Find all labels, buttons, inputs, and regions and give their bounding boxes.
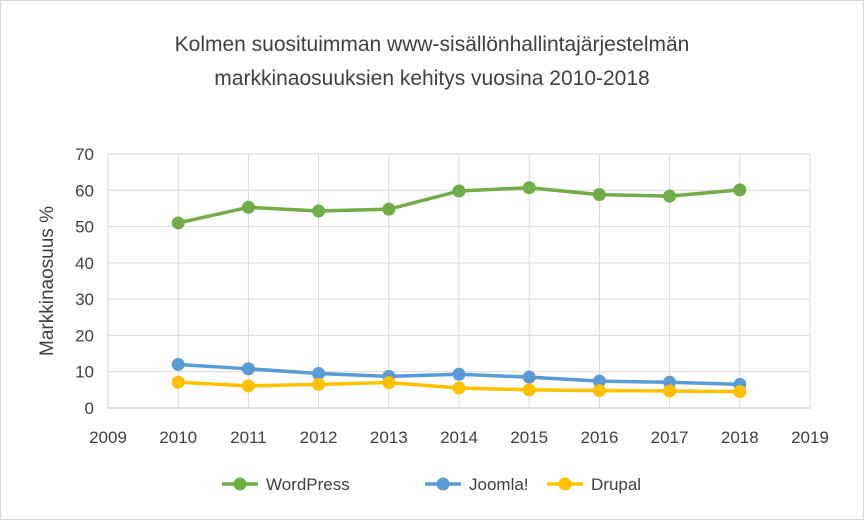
legend-marker: [558, 477, 572, 491]
data-point: [592, 188, 606, 202]
x-tick-label: 2017: [651, 428, 689, 447]
legend-label: WordPress: [266, 475, 350, 494]
data-point: [592, 374, 606, 388]
y-axis-ticks: 0 10 20 30 40 50 60 70: [75, 145, 94, 418]
chart-title: Kolmen suosituimman www-sisällönhallinta…: [0, 28, 864, 96]
data-point: [241, 379, 255, 393]
y-tick-label: 70: [75, 145, 94, 164]
y-tick-label: 20: [75, 326, 94, 345]
y-tick-label: 40: [75, 254, 94, 273]
y-tick-label: 60: [75, 181, 94, 200]
data-point: [663, 189, 677, 203]
series-points: [171, 181, 747, 399]
data-point: [382, 376, 396, 390]
data-point: [241, 200, 255, 214]
legend: WordPress Joomla! Drupal: [222, 475, 641, 494]
data-point: [733, 385, 747, 399]
data-point: [171, 375, 185, 389]
data-point: [312, 367, 326, 381]
data-point: [522, 181, 536, 195]
data-point: [171, 216, 185, 230]
data-point: [312, 377, 326, 391]
x-axis-ticks: 2009 2010 2011 2012 2013 2014 2015 2016 2017 2018…: [89, 428, 829, 447]
data-point: [592, 384, 606, 398]
chart-title-line-1: Kolmen suosituimman www-sisällönhallinta…: [174, 33, 690, 56]
x-tick-label: 2015: [510, 428, 548, 447]
legend-marker: [233, 477, 247, 491]
x-tick-label: 2013: [370, 428, 408, 447]
data-point: [522, 370, 536, 384]
legend-label: Joomla!: [469, 475, 529, 494]
x-tick-label: 2010: [159, 428, 197, 447]
x-tick-label: 2009: [89, 428, 127, 447]
chart-title-line-2: markkinaosuuksien kehitys vuosina 2010-2…: [214, 67, 650, 90]
x-tick-label: 2019: [791, 428, 829, 447]
x-tick-label: 2011: [230, 428, 267, 447]
data-point: [733, 183, 747, 197]
x-tick-label: 2018: [721, 428, 759, 447]
legend-label: Drupal: [591, 475, 641, 494]
data-point: [382, 202, 396, 216]
data-point: [452, 367, 466, 381]
data-point: [522, 383, 536, 397]
legend-marker: [436, 477, 450, 491]
data-point: [663, 384, 677, 398]
y-tick-label: 30: [75, 290, 94, 309]
x-tick-label: 2014: [440, 428, 478, 447]
data-point: [452, 184, 466, 198]
y-tick-label: 10: [75, 363, 94, 382]
data-point: [241, 362, 255, 376]
data-point: [171, 357, 185, 371]
x-tick-label: 2012: [300, 428, 338, 447]
data-point: [452, 381, 466, 395]
y-tick-label: 50: [75, 218, 94, 237]
y-tick-label: 0: [85, 399, 94, 418]
y-axis-title: Markkinaosuus %: [37, 206, 58, 356]
data-point: [312, 204, 326, 218]
x-tick-label: 2016: [580, 428, 618, 447]
